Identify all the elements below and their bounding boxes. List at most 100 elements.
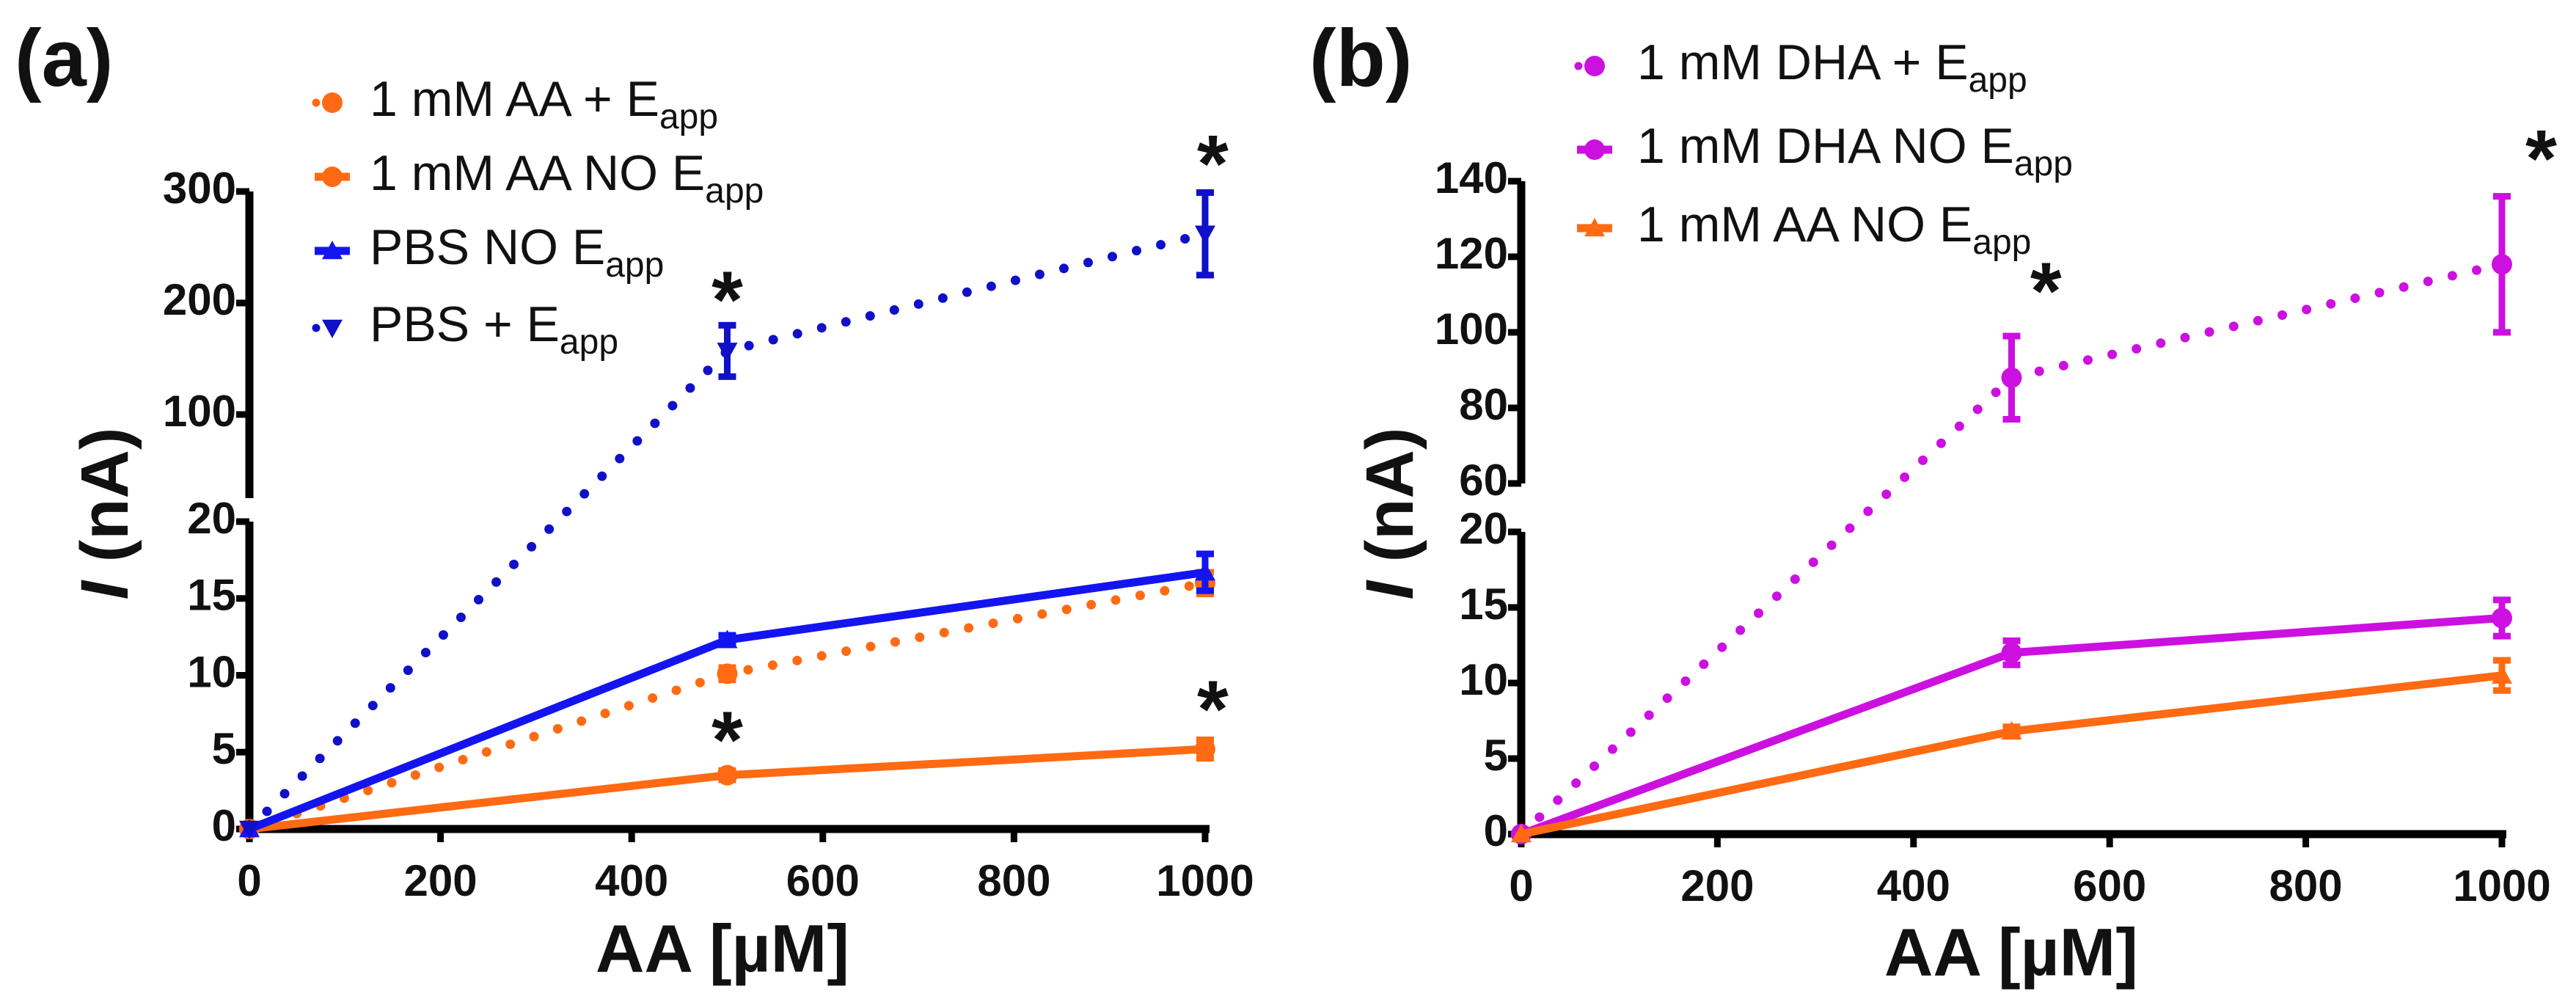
legend-item: 1 mM DHA NO Eapp xyxy=(1577,118,2073,183)
legend-label-subscript: app xyxy=(605,246,664,285)
marker-triangle-up xyxy=(2492,665,2512,684)
y-tick-label: 200 xyxy=(163,275,236,324)
legend-item: 1 mM DHA + Eapp xyxy=(1574,34,2027,100)
x-tick-label: 400 xyxy=(1877,861,1950,910)
x-axis-title: AA [µM] xyxy=(596,911,849,986)
x-tick-label: 1000 xyxy=(2453,861,2550,910)
marker-triangle-up xyxy=(1195,562,1215,581)
y-tick-label: 15 xyxy=(1459,580,1508,629)
x-tick-label: 800 xyxy=(2269,861,2343,910)
marker-circle xyxy=(2001,642,2022,663)
marker-triangle-up xyxy=(322,241,343,260)
significance-asterisk: * xyxy=(711,255,743,345)
y-axis-title: I (nA) xyxy=(67,427,142,599)
y-tick-label: 20 xyxy=(187,494,236,543)
x-tick-label: 200 xyxy=(404,856,477,905)
legend-label-main: PBS NO E xyxy=(370,219,605,275)
marker-circle xyxy=(322,167,343,187)
legend-label: 1 mM DHA + Eapp xyxy=(1637,34,2027,100)
y-axis-title-symbol: I xyxy=(67,580,142,600)
y-axis-title-unit: (nA) xyxy=(1353,427,1427,580)
significance-asterisk: * xyxy=(1197,119,1229,209)
x-tick-label: 0 xyxy=(237,856,261,905)
marker-triangle-up xyxy=(1584,218,1605,237)
legend-label-subscript: app xyxy=(659,98,718,136)
y-tick-label: 0 xyxy=(1484,806,1508,855)
x-axis-title: AA [µM] xyxy=(1884,915,2138,990)
legend-item: PBS + Eapp xyxy=(312,296,618,362)
legend-label-main: 1 mM DHA NO E xyxy=(1637,118,2014,174)
y-tick-label: 5 xyxy=(1484,731,1508,780)
y-tick-label: 20 xyxy=(1459,504,1508,553)
legend-item: PBS NO Eapp xyxy=(315,219,664,285)
series-1-mm-dha-eapp xyxy=(1511,193,2512,844)
panel-label: (a) xyxy=(15,13,113,103)
marker-circle xyxy=(1584,56,1605,76)
marker-circle xyxy=(1195,739,1215,760)
legend-label: 1 mM DHA NO Eapp xyxy=(1637,118,2073,183)
x-tick-label: 600 xyxy=(786,856,860,905)
legend-label: 1 mM AA NO Eapp xyxy=(1637,197,2031,262)
y-tick-label: 10 xyxy=(187,647,236,696)
y-axis-title-unit: (nA) xyxy=(67,427,142,580)
marker-triangle-up xyxy=(1511,824,1532,843)
marker-triangle-up xyxy=(2001,720,2022,740)
y-tick-label: 120 xyxy=(1435,229,1508,278)
marker-circle xyxy=(2492,254,2512,275)
y-tick-label: 5 xyxy=(212,724,236,773)
legend-item: 1 mM AA + Eapp xyxy=(312,71,718,136)
series-pbs-eapp xyxy=(239,189,1215,839)
series-pbs-no-eapp xyxy=(239,550,1215,838)
legend-label-main: 1 mM DHA + E xyxy=(1637,34,1969,90)
y-tick-label: 100 xyxy=(163,387,236,436)
y-axis-title: I (nA) xyxy=(1353,427,1427,599)
legend-label-main: 1 mM AA + E xyxy=(370,71,659,127)
y-tick-label: 0 xyxy=(212,801,236,850)
significance-asterisk: * xyxy=(2525,114,2557,204)
panel-label: (b) xyxy=(1309,13,1412,103)
legend-label-subscript: app xyxy=(1972,223,2031,262)
marker-circle xyxy=(2001,367,2022,388)
marker-triangle-down xyxy=(1195,225,1215,244)
y-tick-label: 300 xyxy=(163,164,236,213)
significance-asterisk: * xyxy=(711,695,743,785)
x-tick-label: 1000 xyxy=(1156,856,1254,905)
y-tick-label: 60 xyxy=(1459,456,1508,505)
x-tick-label: 0 xyxy=(1509,861,1533,910)
marker-circle xyxy=(717,764,738,786)
series-1-mm-aa-no-eapp xyxy=(1511,657,2512,843)
legend-item: 1 mM AA NO Eapp xyxy=(315,145,764,211)
marker-triangle-down xyxy=(322,319,343,338)
legend-label-subscript: app xyxy=(1969,61,2027,100)
legend-label-main: 1 mM AA NO E xyxy=(370,145,705,201)
y-axis-title-symbol: I xyxy=(1353,580,1427,600)
legend-label-main: 1 mM AA NO E xyxy=(1637,197,1972,252)
legend-label-subscript: app xyxy=(2014,145,2073,183)
marker-triangle-down xyxy=(717,343,738,362)
significance-asterisk: * xyxy=(2030,246,2062,336)
legend-label-subscript: app xyxy=(705,172,764,211)
legend-label: PBS NO Eapp xyxy=(370,219,664,285)
marker-circle xyxy=(1584,139,1605,160)
legend-label: 1 mM AA NO Eapp xyxy=(370,145,764,211)
panel-a: (a) 0 200 400 600 800 1000 0 5 10 15 20 100 200 300 AA … xyxy=(15,13,1254,986)
legend-label: 1 mM AA + Eapp xyxy=(370,71,718,136)
legend-label-main: PBS + E xyxy=(370,296,560,352)
y-tick-label: 140 xyxy=(1435,153,1508,202)
legend-label-subscript: app xyxy=(560,323,618,362)
y-tick-label: 80 xyxy=(1459,380,1508,429)
marker-triangle-up xyxy=(717,629,738,649)
marker-circle xyxy=(2492,607,2512,629)
x-tick-label: 600 xyxy=(2073,861,2146,910)
x-tick-label: 400 xyxy=(595,856,668,905)
marker-circle xyxy=(717,663,738,684)
y-tick-label: 10 xyxy=(1459,655,1508,704)
marker-triangle-down xyxy=(239,820,260,839)
x-tick-label: 200 xyxy=(1680,861,1754,910)
significance-asterisk: * xyxy=(1197,665,1229,755)
legend-item: 1 mM AA NO Eapp xyxy=(1577,197,2031,262)
y-tick-label: 15 xyxy=(187,571,236,620)
